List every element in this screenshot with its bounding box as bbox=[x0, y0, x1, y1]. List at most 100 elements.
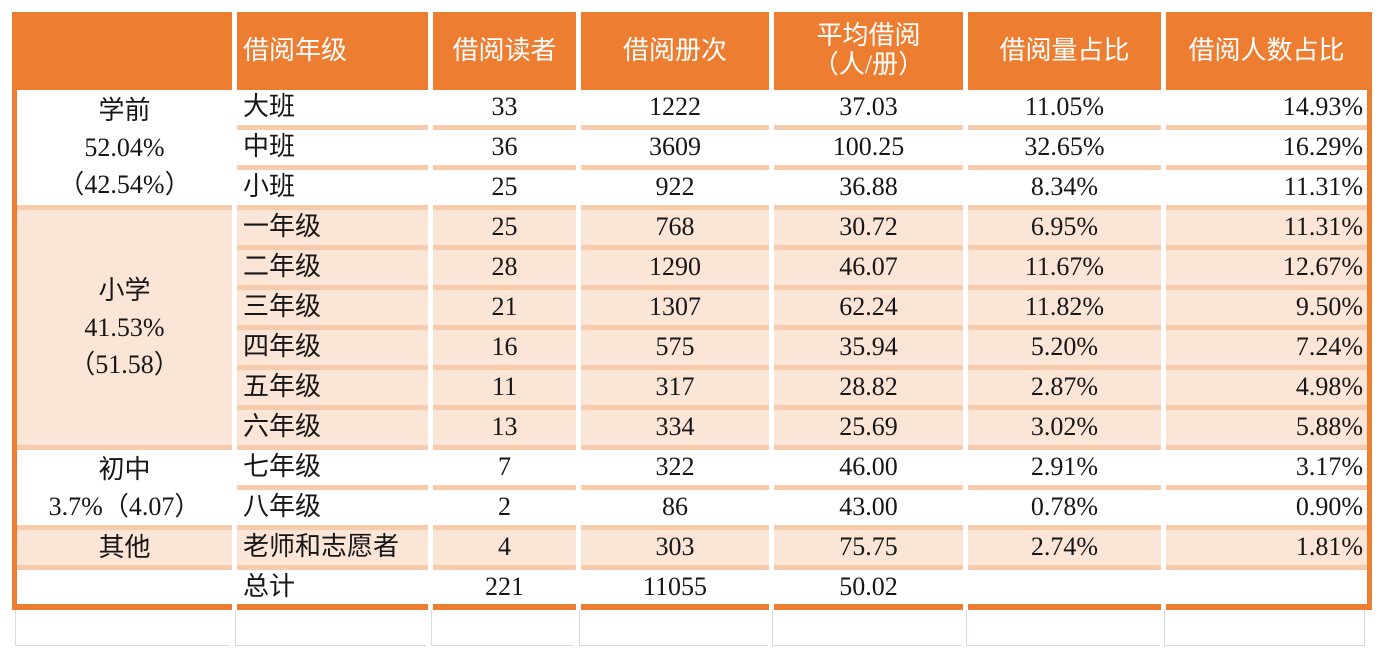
row-3-grade[interactable]: 一年级 bbox=[237, 210, 428, 250]
row-11-volumes[interactable]: 303 bbox=[581, 530, 769, 570]
row-6-avg_per_person[interactable]: 35.94 bbox=[774, 330, 963, 370]
empty-cell[interactable] bbox=[579, 610, 767, 646]
empty-cell[interactable] bbox=[966, 610, 1159, 646]
row-8-volume_pct[interactable]: 3.02% bbox=[968, 410, 1161, 450]
row-5-grade[interactable]: 三年级 bbox=[237, 290, 428, 330]
row-4-volumes[interactable]: 1290 bbox=[581, 250, 769, 290]
row-3-people_pct[interactable]: 11.31% bbox=[1166, 210, 1367, 250]
row-6-volume_pct[interactable]: 5.20% bbox=[968, 330, 1161, 370]
row-9-volumes[interactable]: 322 bbox=[581, 450, 769, 490]
row-8-avg_per_person[interactable]: 25.69 bbox=[774, 410, 963, 450]
row-1-volume_pct[interactable]: 32.65% bbox=[968, 130, 1161, 170]
row-8-readers[interactable]: 13 bbox=[433, 410, 576, 450]
row-0-grade[interactable]: 大班 bbox=[237, 90, 428, 130]
empty-cell[interactable] bbox=[15, 610, 230, 646]
group-cell-3[interactable]: 其他 bbox=[17, 530, 232, 570]
total-row-people_pct[interactable] bbox=[1166, 570, 1367, 610]
row-4-volume_pct[interactable]: 11.67% bbox=[968, 250, 1161, 290]
row-9-readers[interactable]: 7 bbox=[433, 450, 576, 490]
row-6-volumes[interactable]: 575 bbox=[581, 330, 769, 370]
row-2-avg_per_person[interactable]: 36.88 bbox=[774, 170, 963, 210]
row-9-volume_pct[interactable]: 2.91% bbox=[968, 450, 1161, 490]
row-6-grade[interactable]: 四年级 bbox=[237, 330, 428, 370]
borrowing-stats-table: 借阅年级 借阅读者 借阅册次 平均借阅 （人/册） 借阅量占比 借阅人数占比学前 52.0… bbox=[12, 12, 1372, 610]
row-1-people_pct[interactable]: 16.29% bbox=[1166, 130, 1367, 170]
row-5-avg_per_person[interactable]: 62.24 bbox=[774, 290, 963, 330]
row-0-readers[interactable]: 33 bbox=[433, 90, 576, 130]
group-cell-0[interactable]: 学前 52.04% （42.54%） bbox=[17, 90, 232, 210]
row-3-avg_per_person[interactable]: 30.72 bbox=[774, 210, 963, 250]
row-7-grade[interactable]: 五年级 bbox=[237, 370, 428, 410]
total-row-grade[interactable]: 总计 bbox=[237, 570, 428, 610]
row-4-people_pct[interactable]: 12.67% bbox=[1166, 250, 1367, 290]
row-4-readers[interactable]: 28 bbox=[433, 250, 576, 290]
total-row-blank[interactable] bbox=[17, 570, 232, 610]
row-2-volumes[interactable]: 922 bbox=[581, 170, 769, 210]
row-10-volume_pct[interactable]: 0.78% bbox=[968, 490, 1161, 530]
row-7-avg_per_person[interactable]: 28.82 bbox=[774, 370, 963, 410]
group-cell-1[interactable]: 小学 41.53% （51.58） bbox=[17, 210, 232, 450]
row-11-avg_per_person[interactable]: 75.75 bbox=[774, 530, 963, 570]
row-9-avg_per_person[interactable]: 46.00 bbox=[774, 450, 963, 490]
empty-grid-row bbox=[12, 610, 1372, 646]
row-10-grade[interactable]: 八年级 bbox=[237, 490, 428, 530]
row-9-people_pct[interactable]: 3.17% bbox=[1166, 450, 1367, 490]
row-0-avg_per_person[interactable]: 37.03 bbox=[774, 90, 963, 130]
row-3-volumes[interactable]: 768 bbox=[581, 210, 769, 250]
row-11-readers[interactable]: 4 bbox=[433, 530, 576, 570]
row-10-readers[interactable]: 2 bbox=[433, 490, 576, 530]
empty-cell[interactable] bbox=[235, 610, 426, 646]
empty-cell[interactable] bbox=[772, 610, 961, 646]
header-blank[interactable] bbox=[17, 12, 232, 90]
header-volumes[interactable]: 借阅册次 bbox=[581, 12, 769, 90]
row-0-volumes[interactable]: 1222 bbox=[581, 90, 769, 130]
header-avg-per-person[interactable]: 平均借阅 （人/册） bbox=[774, 12, 963, 90]
row-0-people_pct[interactable]: 14.93% bbox=[1166, 90, 1367, 130]
row-7-readers[interactable]: 11 bbox=[433, 370, 576, 410]
total-row-volume_pct[interactable] bbox=[968, 570, 1161, 610]
empty-cell[interactable] bbox=[431, 610, 574, 646]
row-11-people_pct[interactable]: 1.81% bbox=[1166, 530, 1367, 570]
row-8-people_pct[interactable]: 5.88% bbox=[1166, 410, 1367, 450]
row-1-readers[interactable]: 36 bbox=[433, 130, 576, 170]
total-row-volumes[interactable]: 11055 bbox=[581, 570, 769, 610]
row-5-volumes[interactable]: 1307 bbox=[581, 290, 769, 330]
row-10-volumes[interactable]: 86 bbox=[581, 490, 769, 530]
row-1-volumes[interactable]: 3609 bbox=[581, 130, 769, 170]
row-0-volume_pct[interactable]: 11.05% bbox=[968, 90, 1161, 130]
row-8-volumes[interactable]: 334 bbox=[581, 410, 769, 450]
row-3-readers[interactable]: 25 bbox=[433, 210, 576, 250]
row-9-grade[interactable]: 七年级 bbox=[237, 450, 428, 490]
row-2-grade[interactable]: 小班 bbox=[237, 170, 428, 210]
table-grid: 借阅年级 借阅读者 借阅册次 平均借阅 （人/册） 借阅量占比 借阅人数占比学前 52.0… bbox=[17, 12, 1367, 610]
group-cell-2[interactable]: 初中 3.7%（4.07） bbox=[17, 450, 232, 530]
row-1-avg_per_person[interactable]: 100.25 bbox=[774, 130, 963, 170]
empty-cell[interactable] bbox=[1164, 610, 1365, 646]
row-2-volume_pct[interactable]: 8.34% bbox=[968, 170, 1161, 210]
header-people-share[interactable]: 借阅人数占比 bbox=[1166, 12, 1367, 90]
row-6-readers[interactable]: 16 bbox=[433, 330, 576, 370]
row-2-readers[interactable]: 25 bbox=[433, 170, 576, 210]
row-5-readers[interactable]: 21 bbox=[433, 290, 576, 330]
row-11-grade[interactable]: 老师和志愿者 bbox=[237, 530, 428, 570]
total-row-readers[interactable]: 221 bbox=[433, 570, 576, 610]
row-10-people_pct[interactable]: 0.90% bbox=[1166, 490, 1367, 530]
header-readers[interactable]: 借阅读者 bbox=[433, 12, 576, 90]
row-7-people_pct[interactable]: 4.98% bbox=[1166, 370, 1367, 410]
header-volume-share[interactable]: 借阅量占比 bbox=[968, 12, 1161, 90]
header-grade[interactable]: 借阅年级 bbox=[237, 12, 428, 90]
row-11-volume_pct[interactable]: 2.74% bbox=[968, 530, 1161, 570]
row-5-people_pct[interactable]: 9.50% bbox=[1166, 290, 1367, 330]
row-10-avg_per_person[interactable]: 43.00 bbox=[774, 490, 963, 530]
row-5-volume_pct[interactable]: 11.82% bbox=[968, 290, 1161, 330]
row-4-avg_per_person[interactable]: 46.07 bbox=[774, 250, 963, 290]
total-row-avg_per_person[interactable]: 50.02 bbox=[774, 570, 963, 610]
row-7-volume_pct[interactable]: 2.87% bbox=[968, 370, 1161, 410]
row-2-people_pct[interactable]: 11.31% bbox=[1166, 170, 1367, 210]
row-6-people_pct[interactable]: 7.24% bbox=[1166, 330, 1367, 370]
row-7-volumes[interactable]: 317 bbox=[581, 370, 769, 410]
row-3-volume_pct[interactable]: 6.95% bbox=[968, 210, 1161, 250]
row-4-grade[interactable]: 二年级 bbox=[237, 250, 428, 290]
row-1-grade[interactable]: 中班 bbox=[237, 130, 428, 170]
row-8-grade[interactable]: 六年级 bbox=[237, 410, 428, 450]
